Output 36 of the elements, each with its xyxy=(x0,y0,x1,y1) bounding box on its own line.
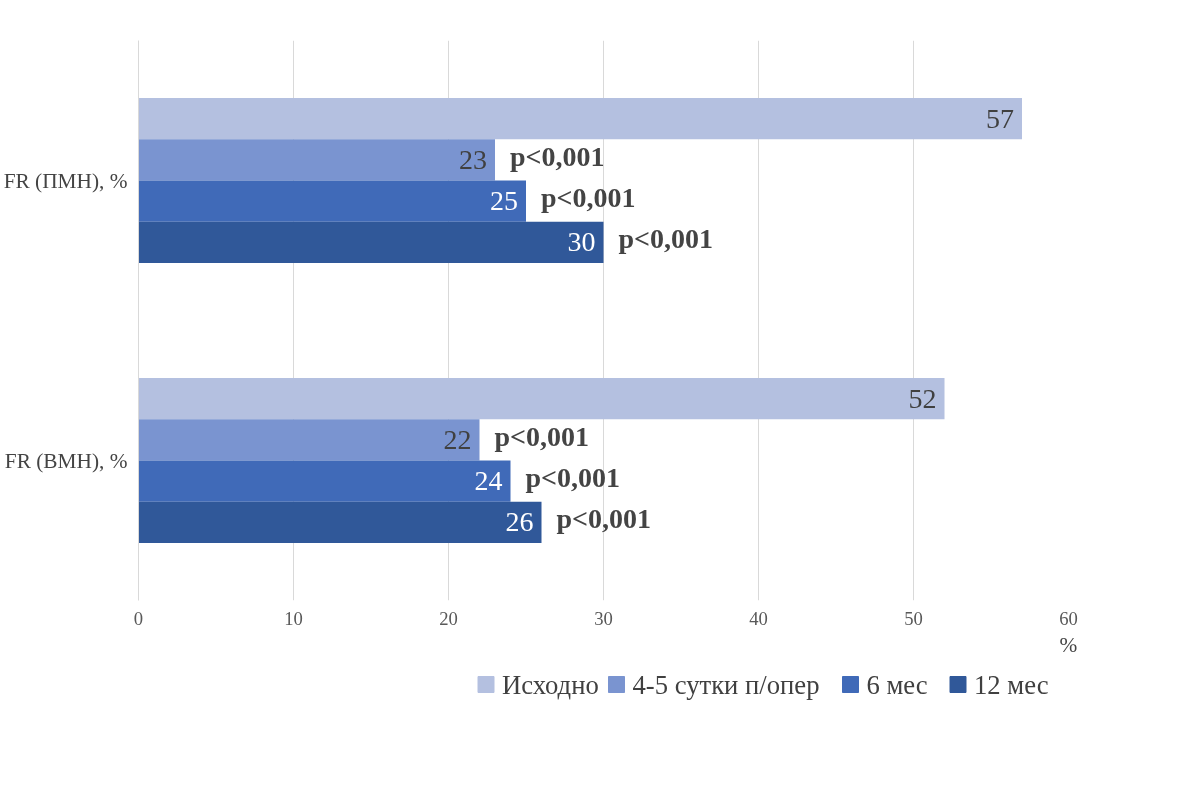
x-axis-title: % xyxy=(1059,632,1078,657)
data-label: 24 xyxy=(474,465,503,497)
legend-label: Исходно xyxy=(502,669,599,700)
annotation: p<0,001 xyxy=(510,140,605,172)
bar xyxy=(138,419,480,461)
annotation: p<0,001 xyxy=(556,503,652,535)
data-label: 57 xyxy=(986,102,1014,134)
legend-label: 4-5 сутки п/опер xyxy=(632,669,820,700)
x-tick-label: 40 xyxy=(749,607,768,629)
data-label: 52 xyxy=(908,382,937,414)
legend-label: 12 мес xyxy=(974,669,1049,700)
annotation: p<0,001 xyxy=(525,462,621,494)
bar xyxy=(138,180,526,222)
x-tick-label: 20 xyxy=(439,607,458,629)
bar xyxy=(138,460,511,502)
bar xyxy=(138,97,1022,140)
bar xyxy=(138,221,604,264)
x-tick-label: 60 xyxy=(1059,607,1078,629)
bar xyxy=(138,501,542,544)
data-label: 26 xyxy=(505,506,534,538)
bar xyxy=(138,377,945,420)
annotation: p<0,001 xyxy=(494,420,590,452)
data-label: 30 xyxy=(567,226,596,258)
x-tick-label: 50 xyxy=(904,607,923,629)
data-label: 25 xyxy=(490,185,518,217)
annotation: p<0,001 xyxy=(541,182,636,214)
legend-label: 6 мес xyxy=(866,669,928,700)
x-tick-label: 30 xyxy=(594,607,613,629)
x-tick-label: 0 xyxy=(133,607,144,629)
y-tick-label: FR (ВМН), % xyxy=(4,448,128,473)
data-label: 23 xyxy=(459,143,487,175)
x-tick-label: 10 xyxy=(284,607,303,629)
bar xyxy=(138,139,495,181)
data-label: 22 xyxy=(443,423,472,455)
y-tick-label: FR (ПМН), % xyxy=(3,168,128,193)
annotation: p<0,001 xyxy=(618,223,714,255)
